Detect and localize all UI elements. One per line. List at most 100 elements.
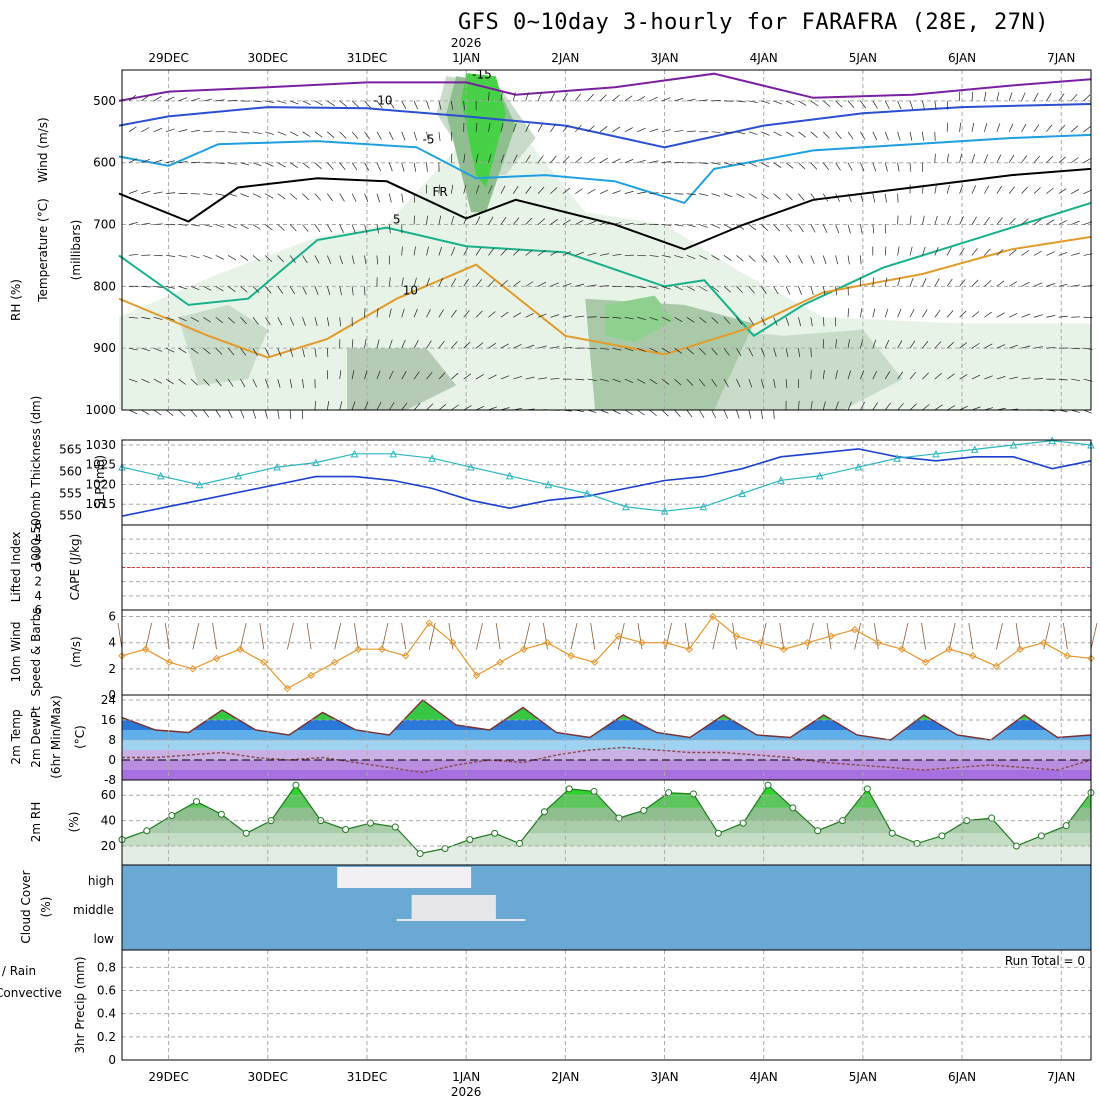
wind-barb bbox=[872, 308, 876, 318]
wind-barb bbox=[822, 286, 826, 296]
wind-barb bbox=[376, 308, 379, 318]
upper-ytick: 900 bbox=[93, 341, 116, 355]
rh-panel: 60 40 20 bbox=[101, 779, 1095, 866]
wind-barb bbox=[426, 277, 430, 287]
cloud-ylabel: Cloud Cover bbox=[19, 870, 33, 943]
wind-barb bbox=[637, 378, 646, 384]
wind-barb bbox=[339, 193, 345, 202]
wind-barb bbox=[599, 221, 609, 225]
wind-barb bbox=[612, 126, 621, 133]
wind-barb bbox=[798, 286, 802, 295]
wind-barb bbox=[674, 347, 682, 354]
wind-barb bbox=[897, 162, 900, 172]
upper-panel: 500 600 700 800 900 1000 -15 -10 -5 FR 5 10 bbox=[85, 67, 1093, 420]
wind-barb bbox=[190, 97, 200, 102]
wind-barb bbox=[674, 255, 684, 259]
temp-band bbox=[122, 740, 1091, 750]
wind-barb bbox=[909, 277, 914, 287]
wind-barb bbox=[934, 184, 937, 194]
wind-barb bbox=[488, 216, 494, 225]
wind-barb bbox=[376, 255, 378, 265]
thickness-marker bbox=[1009, 440, 1018, 449]
rh-marker bbox=[491, 829, 499, 837]
wind-barb bbox=[773, 100, 783, 105]
wind-barb bbox=[711, 162, 721, 165]
wind-barb bbox=[537, 186, 545, 194]
cloud-ytick-high: high bbox=[88, 874, 114, 888]
wind-barb bbox=[277, 409, 280, 419]
wind-barb bbox=[785, 193, 793, 201]
wind-barb bbox=[984, 217, 990, 225]
wind-barb bbox=[364, 370, 368, 380]
wind-barb bbox=[513, 312, 522, 318]
wind-barb bbox=[166, 192, 176, 194]
wind-barb bbox=[575, 156, 583, 163]
rh-marker bbox=[1037, 832, 1045, 840]
wind-barb bbox=[141, 222, 151, 225]
wind-barb bbox=[699, 99, 709, 102]
wind-barb bbox=[178, 129, 188, 133]
wind-barb bbox=[785, 162, 794, 169]
slp-ytick: 1030 bbox=[85, 438, 116, 452]
minmax-ylabel: (6hr Min/Max) bbox=[49, 695, 63, 779]
wind-barb bbox=[277, 131, 287, 136]
rh-marker bbox=[540, 808, 548, 816]
wind-barb bbox=[686, 347, 694, 355]
wind-barb bbox=[413, 308, 418, 318]
wind-barb bbox=[599, 409, 609, 414]
li-ytick: 4 bbox=[34, 532, 42, 546]
wind-barb bbox=[463, 153, 466, 163]
wind-barb bbox=[351, 339, 354, 349]
wind-barb bbox=[773, 379, 776, 388]
isotherm-label: FR bbox=[432, 185, 447, 199]
wind10-marker bbox=[354, 645, 363, 653]
wind-barb bbox=[128, 126, 137, 133]
wind-barb bbox=[847, 255, 850, 265]
wind-barb bbox=[302, 286, 307, 295]
wind-barb bbox=[178, 161, 188, 164]
wind-barb bbox=[525, 154, 531, 163]
cloud-unit-ylabel: (%) bbox=[39, 897, 53, 918]
wind-barb bbox=[128, 158, 138, 164]
bottom-time-label: 5JAN bbox=[849, 1070, 877, 1084]
wind10-marker bbox=[945, 645, 953, 653]
wind-barb bbox=[178, 286, 188, 290]
wind-barb bbox=[302, 131, 311, 137]
wind10-marker bbox=[496, 658, 504, 667]
wind-barb bbox=[287, 622, 294, 650]
top-time-label: 1JAN bbox=[452, 51, 480, 65]
wind-barb bbox=[748, 131, 758, 135]
wind-barb bbox=[624, 286, 634, 288]
cloud-ytick-middle: middle bbox=[73, 903, 114, 917]
wind-barb bbox=[971, 311, 980, 318]
wind-barb bbox=[612, 316, 622, 319]
wind-barb bbox=[450, 309, 457, 318]
rh-shade-region bbox=[178, 304, 268, 386]
wind-barb bbox=[538, 377, 548, 380]
wind-barb bbox=[1021, 155, 1028, 163]
wind-barb bbox=[723, 409, 728, 419]
wind-barb bbox=[798, 317, 802, 327]
wind-barb bbox=[959, 185, 963, 194]
wind-barb bbox=[252, 100, 262, 103]
wind-barb bbox=[488, 374, 497, 380]
wind-barb bbox=[984, 311, 992, 318]
wind-barb bbox=[699, 316, 707, 324]
wind-barb bbox=[277, 317, 283, 326]
wind-barb bbox=[984, 343, 993, 349]
wind-barb bbox=[166, 316, 175, 321]
wind-barb bbox=[500, 375, 510, 380]
wind-barb bbox=[736, 409, 740, 419]
wind10-marker bbox=[543, 638, 552, 647]
wind-barb bbox=[736, 131, 746, 135]
wind-barb bbox=[575, 125, 582, 133]
wind-barb bbox=[488, 342, 497, 349]
wind-barb bbox=[314, 100, 323, 106]
wind-barb bbox=[674, 129, 684, 133]
wind-barb bbox=[822, 370, 825, 380]
wind-barb bbox=[922, 278, 927, 287]
wind-barb bbox=[1021, 250, 1030, 256]
wind-barb bbox=[339, 255, 343, 265]
wind-barb bbox=[227, 347, 235, 356]
rh-marker bbox=[913, 839, 921, 847]
